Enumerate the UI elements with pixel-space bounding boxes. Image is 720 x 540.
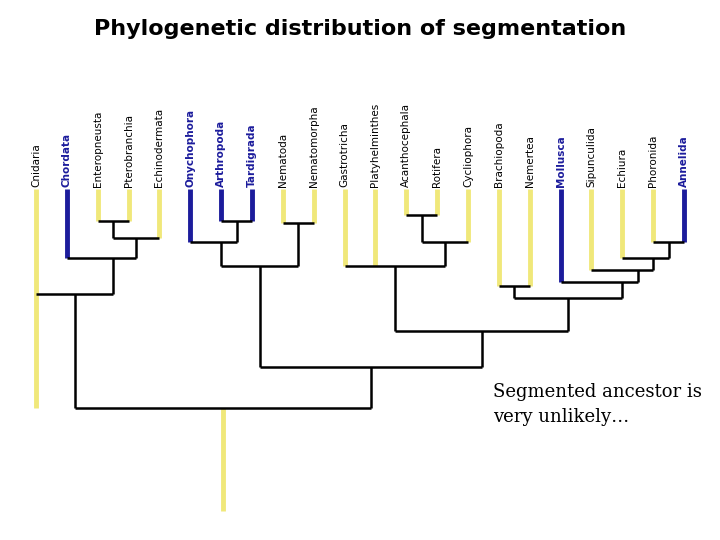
Text: Rotifera: Rotifera (432, 146, 442, 187)
Text: Acanthocephala: Acanthocephala (401, 103, 411, 187)
Text: Nematoda: Nematoda (278, 133, 288, 187)
Text: Enteropneusta: Enteropneusta (93, 111, 103, 187)
Text: Brachiopoda: Brachiopoda (494, 122, 504, 187)
Text: Chordata: Chordata (62, 133, 72, 187)
Text: Sipunculida: Sipunculida (586, 126, 596, 187)
Text: Nemertea: Nemertea (525, 135, 535, 187)
Text: Mollusca: Mollusca (556, 135, 566, 187)
Title: Phylogenetic distribution of segmentation: Phylogenetic distribution of segmentatio… (94, 19, 626, 39)
Text: Gastrotricha: Gastrotricha (340, 122, 350, 187)
Text: Echinodermata: Echinodermata (154, 108, 164, 187)
Text: Onychophora: Onychophora (185, 109, 195, 187)
Text: Cnidaria: Cnidaria (31, 143, 41, 187)
Text: Platyhelminthes: Platyhelminthes (370, 103, 380, 187)
Text: Segmented ancestor is
very unlikely…: Segmented ancestor is very unlikely… (492, 383, 701, 427)
Text: Pterobranchia: Pterobranchia (124, 114, 134, 187)
Text: Nematomorpha: Nematomorpha (309, 105, 319, 187)
Text: Tardigrada: Tardigrada (247, 123, 257, 187)
Text: Annelida: Annelida (679, 135, 689, 187)
Text: Phoronida: Phoronida (648, 134, 658, 187)
Text: Arthropoda: Arthropoda (216, 120, 226, 187)
Text: Echiura: Echiura (617, 148, 627, 187)
Text: Cycliophora: Cycliophora (463, 125, 473, 187)
